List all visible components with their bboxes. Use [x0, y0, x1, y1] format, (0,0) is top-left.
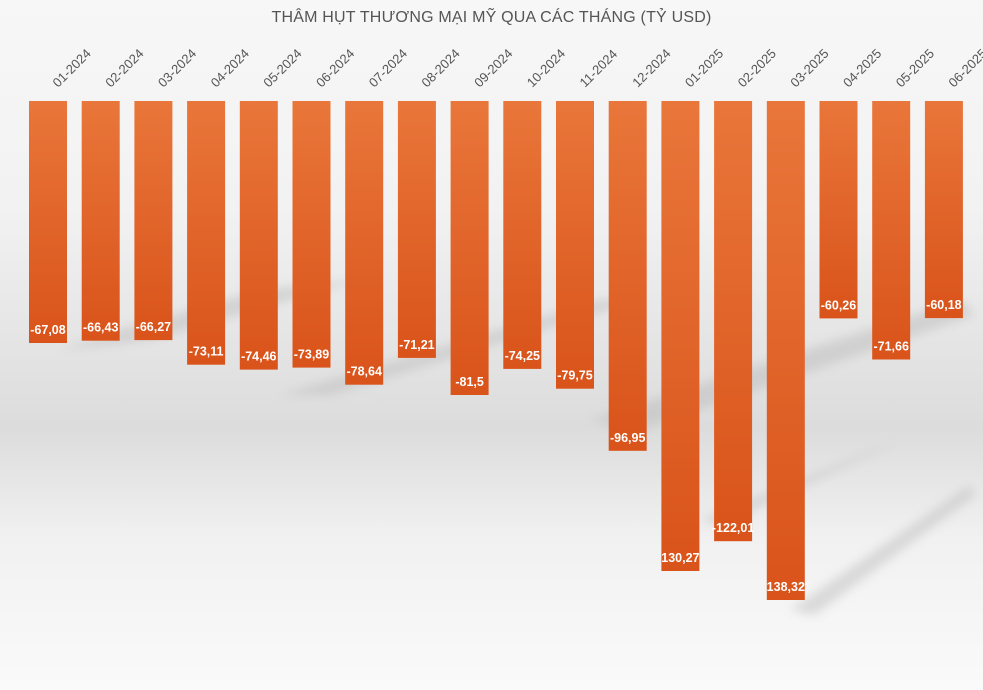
data-label: -73,89	[294, 348, 329, 362]
bar-07-2024	[345, 101, 384, 385]
data-label: -79,75	[557, 369, 592, 383]
x-tick-label: 12-2024	[629, 46, 673, 90]
x-tick-label: 08-2024	[418, 46, 462, 90]
data-label: 130,27	[661, 551, 699, 565]
data-label: -66,27	[136, 320, 171, 334]
bar-04-2025	[819, 101, 858, 319]
x-tick-label: 06-2025	[945, 46, 983, 90]
x-tick-label: 07-2024	[366, 46, 410, 90]
x-tick-label: 05-2025	[893, 46, 937, 90]
x-tick-label: 04-2025	[840, 46, 884, 90]
data-label: -78,64	[346, 365, 381, 379]
x-tick-label: 03-2024	[155, 46, 199, 90]
x-tick-label: 11-2024	[577, 46, 621, 90]
data-label: -60,26	[821, 298, 856, 312]
chart-title: THÂM HỤT THƯƠNG MẠI MỸ QUA CÁC THÁNG (TỶ…	[271, 9, 712, 26]
data-label: -71,21	[399, 338, 434, 352]
bar-10-2024	[503, 101, 542, 369]
x-tick-label: 02-2024	[102, 46, 146, 90]
bar-03-2025	[766, 101, 805, 600]
bar-05-2025	[872, 101, 911, 360]
x-tick-label: 01-2025	[682, 46, 726, 90]
bar-09-2024	[450, 101, 489, 395]
bar-11-2024	[556, 101, 594, 389]
x-tick-label: 03-2025	[787, 46, 831, 90]
data-label: -122,01	[712, 521, 754, 535]
bar-08-2024	[397, 101, 436, 358]
data-label: -73,11	[189, 345, 224, 359]
x-tick-label: 01-2024	[50, 46, 94, 90]
data-label: -74,46	[241, 350, 276, 364]
bar-01-2024	[29, 101, 67, 343]
bar-02-2025	[714, 101, 753, 542]
x-tick-label: 09-2024	[471, 46, 515, 90]
bar-05-2024	[239, 101, 278, 370]
data-label: -74,25	[505, 349, 540, 363]
x-tick-label: 10-2024	[524, 46, 568, 90]
bar-06-2024	[292, 101, 331, 368]
x-tick-label: 02-2025	[735, 46, 779, 90]
bar-04-2024	[187, 101, 226, 365]
data-label: -60,18	[926, 298, 961, 312]
data-label: -96,95	[610, 431, 645, 445]
data-label: -67,08	[30, 323, 65, 337]
bar-06-2025	[924, 101, 963, 319]
x-tick-label: 04-2024	[208, 46, 252, 90]
x-tick-label: 06-2024	[313, 46, 357, 90]
bar-01-2025	[661, 101, 700, 571]
bar-02-2024	[81, 101, 120, 341]
data-label: 138,32	[767, 580, 805, 594]
bar-12-2024	[608, 101, 647, 451]
data-label: -66,43	[83, 321, 118, 335]
bar-03-2024	[134, 101, 173, 341]
data-label: -81,5	[455, 375, 484, 389]
x-tick-label: 05-2024	[260, 46, 304, 90]
data-label: -71,66	[873, 340, 908, 354]
